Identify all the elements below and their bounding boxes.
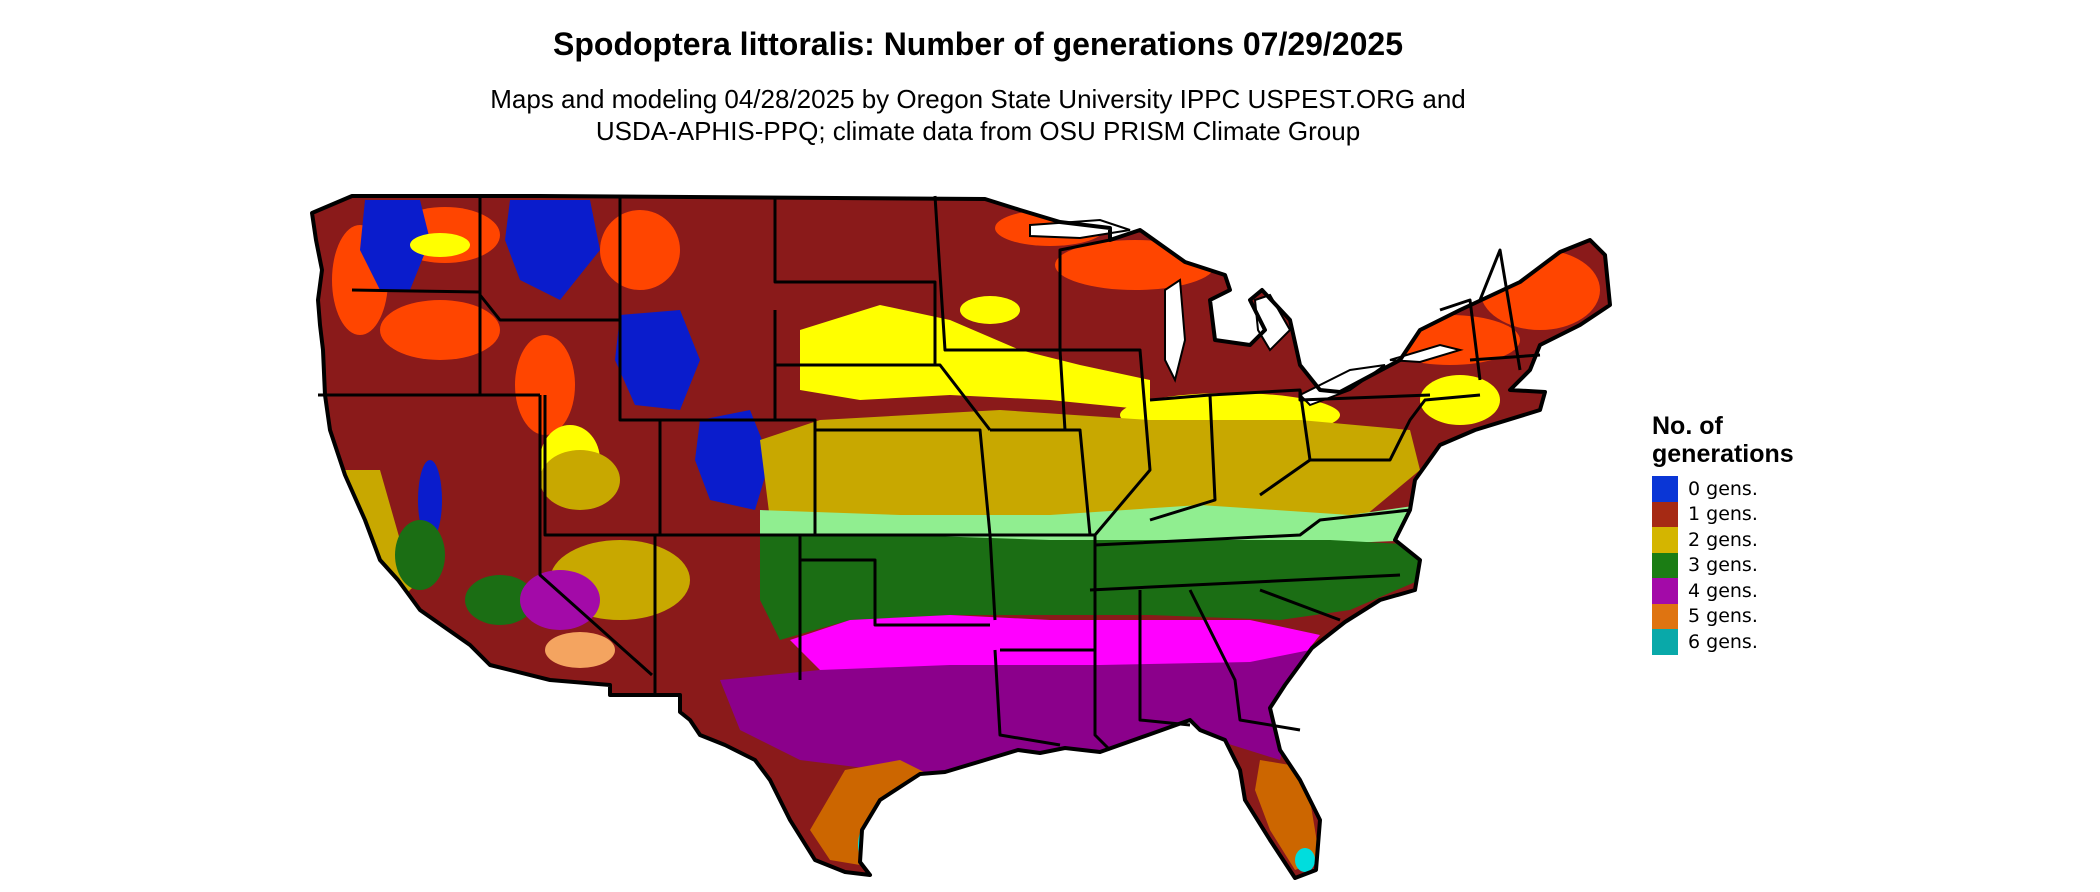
zone-2-gen-yellow-washington [410, 233, 470, 257]
legend: No. of generations 0 gens. 1 gens. 2 gen… [1652, 412, 1852, 655]
legend-item-0-gens: 0 gens. [1652, 476, 1852, 502]
zone-2-gen-gold-midwest [760, 410, 1420, 525]
map-subtitle-line-1: Maps and modeling 04/28/2025 by Oregon S… [490, 84, 1466, 114]
zone-1-gen-orange-montana [600, 210, 680, 290]
boundary-illinois [1060, 348, 1152, 536]
us-generations-map [310, 194, 1612, 880]
zone-4-gen-purple-gulf [720, 650, 1330, 775]
legend-title-line-1: No. of [1652, 412, 1723, 440]
legend-label-2-gens: 2 gens. [1688, 528, 1758, 551]
zone-2-gen-yellow-pa [1420, 375, 1500, 425]
great-lakes [1029, 218, 1464, 407]
zone-6-gen-south-florida [1295, 848, 1315, 872]
boundary-pa-wv [1310, 393, 1481, 462]
legend-label-1-gens: 1 gens. [1688, 503, 1758, 526]
legend-swatch-3-gens [1652, 552, 1678, 578]
legend-label-6-gens: 6 gens. [1688, 630, 1758, 653]
legend-item-6-gens: 6 gens. [1652, 629, 1852, 655]
zone-3-gen-green-socal [465, 575, 535, 625]
lake-ontario [1389, 343, 1464, 364]
boundary-nv-ca [538, 395, 653, 677]
zone-4-gen-purple-desert [520, 570, 600, 630]
legend-swatch-1-gens [1652, 501, 1678, 527]
boundary-pa-north [1298, 390, 1431, 402]
boundary-carolinas [1259, 588, 1341, 622]
zone-1-gen-orange-newengland [1480, 250, 1600, 330]
lake-superior [1029, 218, 1131, 240]
legend-item-4-gens: 4 gens. [1652, 578, 1852, 604]
legend-item-3-gens: 3 gens. [1652, 552, 1852, 578]
zone-0-gen-sierra [418, 460, 442, 540]
legend-swatch-2-gens [1652, 527, 1678, 553]
boundary-montana-wyoming [618, 196, 785, 422]
boundary-kentucky-tennessee [1094, 508, 1411, 547]
us-country-outline [310, 194, 1612, 880]
zone-0-gen-cascades [360, 200, 430, 290]
legend-label-5-gens: 5 gens. [1688, 605, 1758, 628]
legend-label-0-gens: 0 gens. [1688, 477, 1758, 500]
boundary-texas-north [800, 558, 990, 627]
boundary-georgia [1188, 589, 1301, 732]
lake-michigan [1164, 278, 1187, 383]
state-boundaries [318, 195, 1541, 752]
boundary-missouri [990, 428, 1092, 536]
boundary-alabama [1138, 590, 1191, 727]
legend-title: No. of generations [1652, 412, 1852, 468]
boundary-massachusetts [1469, 353, 1541, 362]
boundary-nh-maine [1478, 248, 1522, 371]
legend-swatch-5-gens [1652, 603, 1678, 629]
zone-0-gen-wyoming [615, 310, 700, 410]
zone-1-gen-orange-oregon [380, 300, 500, 360]
map-subtitle-line-2: USDA-APHIS-PPQ; climate data from OSU PR… [595, 116, 1361, 146]
zone-3-gen-green-south [760, 535, 1420, 640]
boundary-idaho [478, 196, 620, 322]
boundary-vermont-nh [1439, 298, 1482, 381]
legend-swatch-6-gens [1652, 629, 1678, 655]
legend-title-line-2: generations [1652, 440, 1794, 468]
boundary-kansas [815, 428, 992, 536]
legend-label-4-gens: 4 gens. [1688, 579, 1758, 602]
zone-1-gen-orange-nevada [515, 335, 575, 435]
boundary-minnesota-iowa [933, 195, 1067, 431]
legend-item-5-gens: 5 gens. [1652, 603, 1852, 629]
zone-2-gen-yellow-mn [960, 296, 1020, 324]
legend-swatch-0-gens [1652, 476, 1678, 502]
legend-swatch-4-gens [1652, 578, 1678, 604]
map-title: Spodoptera littoralis: Number of generat… [553, 26, 1403, 62]
legend-item-2-gens: 2 gens. [1652, 527, 1852, 553]
boundary-nebraska [775, 363, 992, 431]
zone-5-gen-florida [1255, 760, 1320, 870]
boundary-utah [543, 395, 662, 537]
legend-item-1-gens: 1 gens. [1652, 501, 1852, 527]
boundary-mississippi [1093, 590, 1112, 752]
zone-4-gen-magenta [790, 615, 1320, 670]
boundary-ohio [1209, 388, 1312, 497]
zone-5-gen-arizona [545, 632, 615, 668]
boundary-indiana [1149, 393, 1217, 522]
boundary-wisconsin [1058, 238, 1111, 350]
zone-3-gen-green-central-valley [395, 520, 445, 590]
boundary-tennessee-south [1089, 573, 1401, 592]
zone-0-gen-rockies-north [505, 200, 600, 300]
legend-label-3-gens: 3 gens. [1688, 554, 1758, 577]
zone-0-gen-colorado [695, 410, 770, 510]
zone-2-gen-gold-utah [540, 450, 620, 510]
boundary-louisiana [993, 649, 1061, 747]
